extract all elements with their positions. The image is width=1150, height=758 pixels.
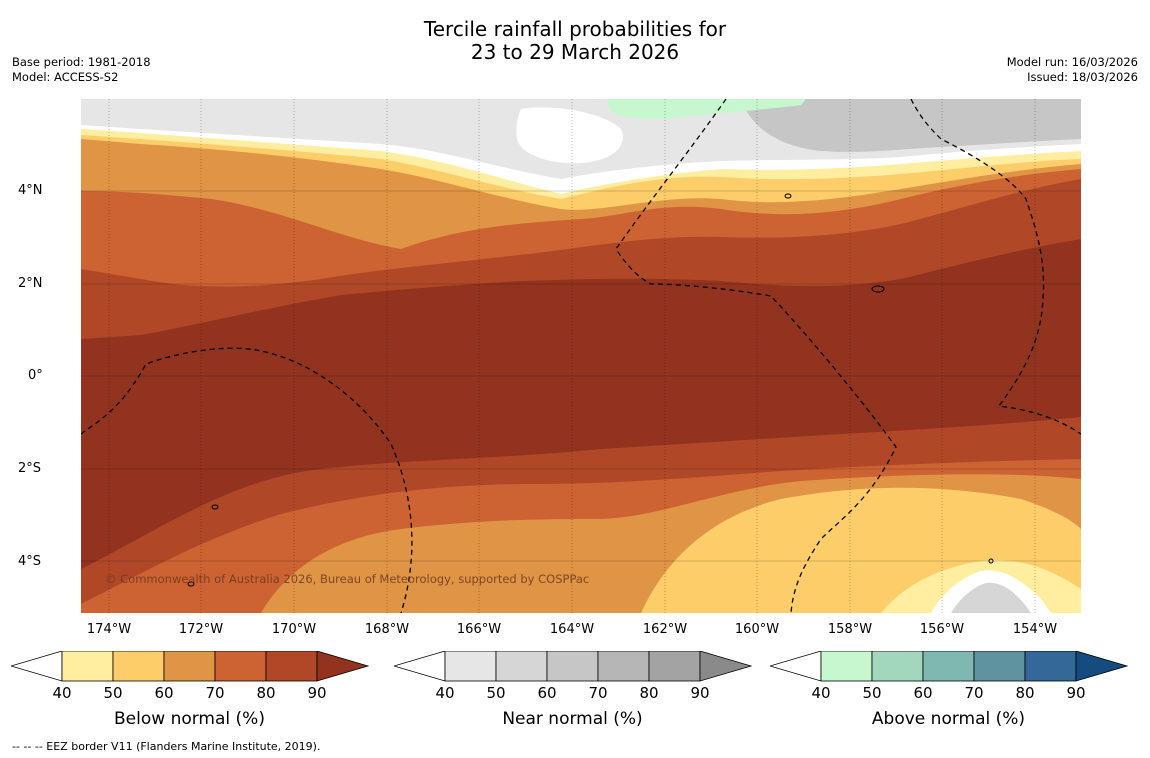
legend-above-colorbar [770,651,1129,682]
model-run: Model run: 16/03/2026 [1006,55,1138,69]
eez-border-east [910,99,1081,435]
legend-near-swatch-4 [597,651,650,682]
legend-above-tick: 40 [811,684,831,702]
island-2 [187,581,195,587]
region-near-normal-south-gray [951,582,1031,613]
legend-near-colorbar [394,651,753,682]
legend-below-swatch-0 [11,651,63,682]
island-5 [988,558,994,564]
title-line-1: Tercile rainfall probabilities for [423,17,727,41]
lat-label-4s: 4°S [18,554,42,569]
legend-below-tick: 50 [103,684,123,702]
legend-below-tick: 60 [154,684,174,702]
legend-near-swatch-1 [444,651,497,682]
model-name: Model: ACCESS-S2 [12,70,119,84]
lon-label-166w: 166°W [456,622,502,637]
legend-above-label: Above normal (%) [871,709,1026,729]
title-line-2: 23 to 29 March 2026 [470,40,680,64]
legend-below-swatch-5 [265,651,318,682]
lon-label-164w: 164°W [549,622,595,637]
legend-below-swatch-1 [61,651,114,682]
legend-near-swatch-0 [394,651,446,682]
legend-above-tick: 60 [913,684,933,702]
islands [187,193,994,587]
eez-borders [81,99,1081,613]
lon-label-158w: 158°W [827,622,873,637]
base-period: Base period: 1981-2018 [12,55,151,69]
legend-below-label: Below normal (%) [114,709,265,729]
legend-above-swatch-6 [1075,651,1129,682]
lat-label-2s: 2°S [18,461,42,476]
legend-above-tick: 80 [1015,684,1035,702]
legend-near-tick: 80 [639,684,659,702]
lat-label-2n: 2°N [18,276,43,291]
lon-label-156w: 156°W [919,622,965,637]
legend-above-swatch-5 [1024,651,1077,682]
legend-below-swatch-3 [163,651,216,682]
map-title: Tercile rainfall probabilities for 23 to… [0,18,1150,64]
legend-below-tick: 80 [256,684,276,702]
legend-near-tick: 50 [486,684,506,702]
island-3 [871,285,885,293]
region-near-normal-north-dark [741,99,1081,152]
legend-above-swatch-3 [922,651,975,682]
eez-footnote: -- -- -- EEZ border V11 (Flanders Marine… [12,740,321,753]
graticule [81,190,1081,562]
island-4 [784,193,792,199]
legend-below-swatches [11,651,370,682]
legend-near-swatch-2 [495,651,548,682]
legend-above-swatches [770,651,1129,682]
forecast-map[interactable]: © Commonwealth of Australia 2026, Bureau… [81,99,1081,613]
eez-border-central [615,99,897,613]
legend-near-tick: 90 [690,684,710,702]
legend-near-tick: 60 [537,684,557,702]
region-near-normal-white-patch [516,107,623,164]
legend-near-tick: 40 [435,684,455,702]
legend-above-tick: 70 [964,684,984,702]
copyright-notice: © Commonwealth of Australia 2026, Bureau… [105,572,590,586]
legend-above-tick: 90 [1066,684,1086,702]
legend-near-tick: 70 [588,684,608,702]
legend-near-swatch-5 [648,651,701,682]
legend-near-swatch-3 [546,651,599,682]
legend-below-tick: 70 [205,684,225,702]
legend-below-tick: 40 [52,684,72,702]
legend-near-label: Near normal (%) [502,709,643,729]
region-above-normal-north [606,99,806,119]
eez-border-west [81,347,413,613]
issued-date: Issued: 18/03/2026 [1027,70,1138,84]
lon-label-160w: 160°W [734,622,780,637]
lon-label-168w: 168°W [364,622,410,637]
legend-below-swatch-6 [316,651,370,682]
legend-above-swatch-2 [871,651,924,682]
legend-below-swatch-2 [112,651,165,682]
meta-left: Base period: 1981-2018 Model: ACCESS-S2 [12,55,151,85]
forecast-map-svg [81,99,1081,613]
legend-above-swatch-4 [973,651,1026,682]
legend-near-swatches [394,651,753,682]
lon-label-170w: 170°W [271,622,317,637]
legend-above-swatch-0 [770,651,822,682]
lon-label-172w: 172°W [178,622,224,637]
lon-label-154w: 154°W [1012,622,1058,637]
lon-label-162w: 162°W [642,622,688,637]
legend-below-swatch-4 [214,651,267,682]
legend-above-tick: 50 [862,684,882,702]
island-1 [211,504,219,510]
lat-label-eq: 0° [28,368,43,383]
lat-label-4n: 4°N [18,183,43,198]
lon-label-174w: 174°W [86,622,132,637]
legend-above-swatch-1 [820,651,873,682]
legend-below-tick: 90 [307,684,327,702]
legend-near-swatch-6 [699,651,753,682]
meta-right: Model run: 16/03/2026 Issued: 18/03/2026 [1007,55,1138,85]
legend-below-colorbar [11,651,370,682]
